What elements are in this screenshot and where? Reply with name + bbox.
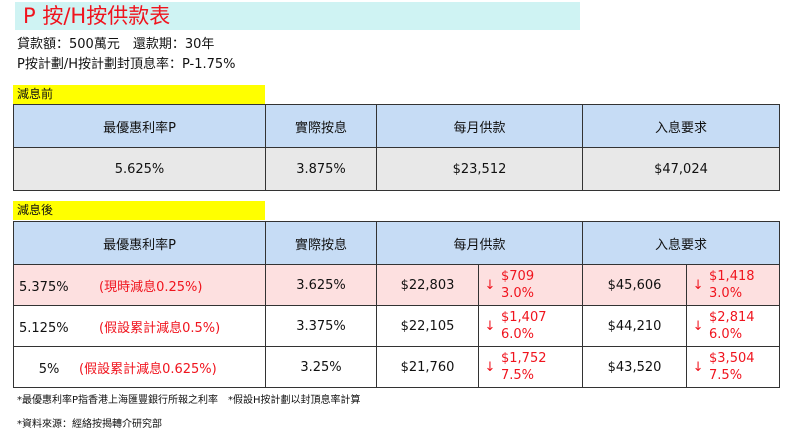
- page-title: P 按/H按供款表: [15, 2, 580, 30]
- payment-cell: $23,512: [376, 147, 583, 191]
- payment-drop-percent: 6.0%: [501, 327, 535, 342]
- header-rate: 實際按息: [265, 221, 377, 265]
- cut-note: (現時減息0.25%): [99, 279, 203, 295]
- prime-cell: 5% (假設累計減息0.625%): [13, 346, 266, 388]
- cap-rate-info: P按計劃/H按計劃封頂息率：P-1.75%: [17, 57, 236, 72]
- prime-cell: 5.125% (假設累計減息0.5%): [13, 305, 266, 347]
- rate-cell: 3.625%: [265, 264, 377, 306]
- header-payment: 每月供款: [376, 104, 583, 148]
- income-drop-amount: $1,418: [709, 269, 755, 284]
- header-prime: 最優惠利率P: [13, 104, 266, 148]
- income-drop-cell: ↓ $1,418 3.0%: [686, 264, 781, 306]
- before-table: 最優惠利率P 實際按息 每月供款 入息要求 5.625% 3.875% $23,…: [13, 104, 780, 191]
- footnote: *最優惠利率P指香港上海匯豐銀行所報之利率 *假設H按計劃以封頂息率計算: [17, 395, 361, 406]
- footnote-source: *資料來源：經絡按揭轉介研究部: [17, 419, 162, 430]
- down-arrow-icon: ↓: [484, 359, 496, 375]
- section-label-before: 減息前: [13, 85, 265, 104]
- prime-value: 5%: [38, 361, 60, 377]
- prime-value: 5.375%: [19, 279, 69, 295]
- payment-drop-amount: $1,407: [501, 310, 547, 325]
- header-rate: 實際按息: [265, 104, 377, 148]
- down-arrow-icon: ↓: [692, 318, 704, 334]
- table-row: 5% (假設累計減息0.625%) 3.25% $21,760 ↓ $1,752 7.…: [13, 346, 781, 388]
- income-cell: $45,606: [582, 264, 688, 306]
- income-drop-cell: ↓ $2,814 6.0%: [686, 305, 781, 347]
- payment-drop-amount: $1,752: [501, 351, 547, 366]
- after-table: 最優惠利率P 實際按息 每月供款 入息要求 5.375% (現時減息0.25%) …: [13, 221, 781, 388]
- table-row: 5.375% (現時減息0.25%) 3.625% $22,803 ↓ $709 3.…: [13, 264, 781, 306]
- prime-value: 5.125%: [19, 320, 69, 336]
- down-arrow-icon: ↓: [484, 318, 496, 334]
- payment-drop-amount: $709: [501, 269, 535, 284]
- income-drop-amount: $3,504: [709, 351, 755, 366]
- loan-info: 貸款額：500萬元 還款期：30年: [17, 37, 215, 52]
- payment-drop-cell: ↓ $1,407 6.0%: [477, 305, 584, 347]
- header-prime: 最優惠利率P: [13, 221, 266, 265]
- payment-drop-percent: 7.5%: [501, 368, 535, 383]
- income-drop-amount: $2,814: [709, 310, 755, 325]
- section-label-after: 減息後: [13, 201, 265, 220]
- header-payment: 每月供款: [375, 221, 584, 265]
- income-drop-percent: 7.5%: [709, 368, 743, 383]
- income-cell: $44,210: [582, 305, 688, 347]
- payment-cell: $22,105: [376, 305, 479, 347]
- down-arrow-icon: ↓: [692, 277, 704, 293]
- payment-drop-cell: ↓ $1,752 7.5%: [477, 346, 584, 388]
- income-drop-percent: 6.0%: [709, 327, 743, 342]
- cut-note: (假設累計減息0.5%): [99, 320, 221, 336]
- income-cell: $47,024: [582, 147, 780, 191]
- payment-cell: $21,760: [376, 346, 479, 388]
- header-income: 入息要求: [582, 221, 781, 265]
- table-row: 5.625% 3.875% $23,512 $47,024: [13, 147, 780, 191]
- income-cell: $43,520: [582, 346, 688, 388]
- prime-cell: 5.625%: [13, 147, 266, 191]
- down-arrow-icon: ↓: [692, 359, 704, 375]
- rate-cell: 3.875%: [265, 147, 377, 191]
- rate-cell: 3.25%: [265, 346, 377, 388]
- income-drop-cell: ↓ $3,504 7.5%: [686, 346, 781, 388]
- income-drop-percent: 3.0%: [709, 286, 743, 301]
- table-row: 5.125% (假設累計減息0.5%) 3.375% $22,105 ↓ $1,40…: [13, 305, 781, 347]
- cut-note: (假設累計減息0.625%): [79, 361, 217, 377]
- rate-cell: 3.375%: [265, 305, 377, 347]
- prime-cell: 5.375% (現時減息0.25%): [13, 264, 266, 306]
- payment-drop-cell: ↓ $709 3.0%: [477, 264, 584, 306]
- header-income: 入息要求: [582, 104, 780, 148]
- payment-drop-percent: 3.0%: [501, 286, 535, 301]
- payment-cell: $22,803: [376, 264, 479, 306]
- down-arrow-icon: ↓: [484, 277, 496, 293]
